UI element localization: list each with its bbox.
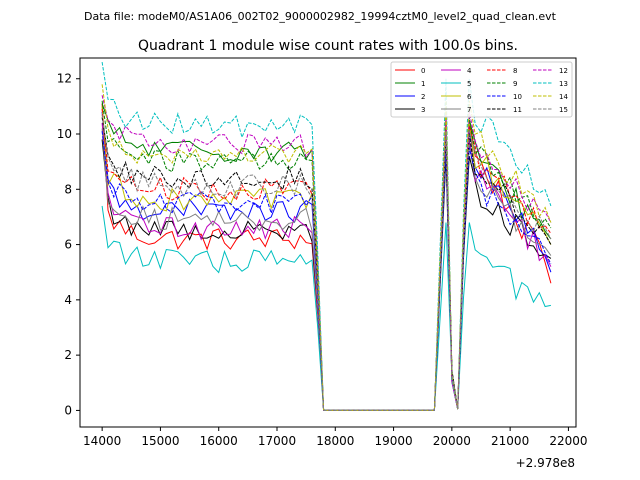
x-tick-label: 22000 [549,434,587,448]
x-axis-offset-label: +2.978e8 [516,456,575,470]
legend-label-0: 0 [421,67,425,75]
x-tick-label: 19000 [374,434,412,448]
x-tick-label: 14000 [83,434,121,448]
axis-ticks: 14000 15000 16000 17000 18000 19000 20000 21000… [57,72,588,448]
y-tick-label: 4 [64,293,72,307]
x-tick-label: 17000 [258,434,296,448]
legend-label-7: 7 [467,106,471,114]
series-line-4 [101,122,552,411]
x-tick-label: 15000 [141,434,179,448]
legend-label-3: 3 [421,106,425,114]
y-tick-label: 12 [57,72,72,86]
legend-label-10: 10 [513,93,522,101]
y-tick-label: 2 [64,348,72,362]
legend-box [390,61,573,118]
legend-label-15: 15 [559,106,568,114]
axes-frame [79,57,577,428]
chart-title: Quadrant 1 module wise count rates with … [138,38,518,54]
legend-label-6: 6 [467,93,472,101]
legend-label-8: 8 [513,67,517,75]
series-line-8 [101,109,552,411]
y-tick-label: 10 [57,127,72,141]
legend-label-2: 2 [421,93,425,101]
x-tick-label: 16000 [200,434,238,448]
series-line-15 [101,114,552,411]
legend-label-4: 4 [467,67,472,75]
y-tick-label: 8 [64,182,72,196]
legend-label-12: 12 [559,67,568,75]
x-tick-label: 20000 [433,434,471,448]
x-tick-label: 21000 [491,434,529,448]
x-tick-label: 18000 [316,434,354,448]
legend-label-13: 13 [559,80,568,88]
plot-area [101,62,552,411]
legend-label-9: 9 [513,80,517,88]
legend-label-11: 11 [513,106,522,114]
data-file-label: Data file: modeM0/AS1A06_002T02_90000029… [84,10,557,23]
legend-label-14: 14 [559,93,568,101]
series-line-5 [101,205,551,411]
legend-label-5: 5 [467,80,471,88]
series-line-14 [101,84,552,411]
y-tick-label: 6 [64,238,72,252]
series-line-6 [101,106,552,411]
legend-label-1: 1 [421,80,425,88]
y-tick-label: 0 [64,403,72,417]
